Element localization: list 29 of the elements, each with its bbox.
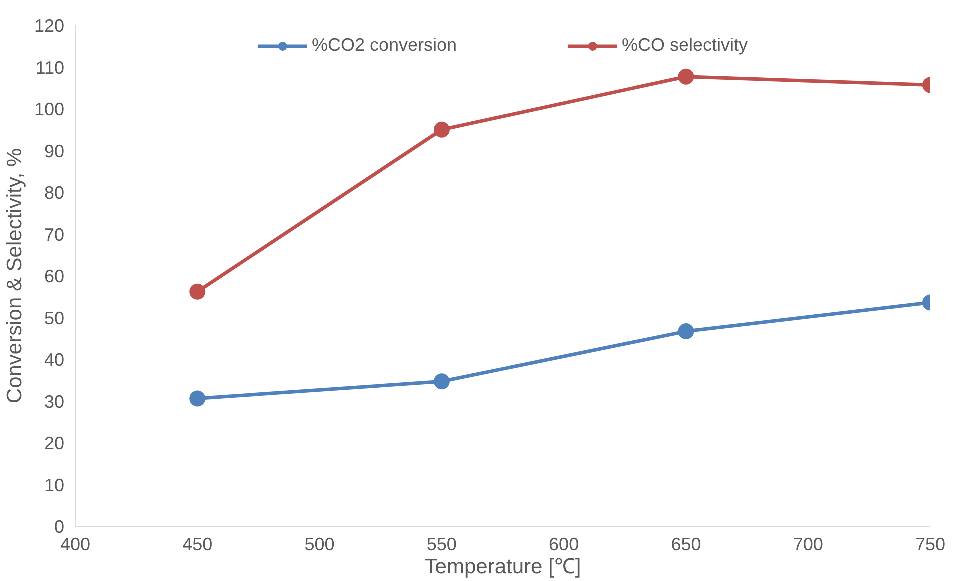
y-tick-label: 20	[44, 434, 65, 454]
x-tick-label: 600	[549, 534, 580, 554]
y-tick-label: 50	[44, 308, 65, 328]
point	[190, 390, 206, 407]
y-tick-label: 0	[54, 517, 65, 537]
y-tick-label: 120	[34, 16, 65, 36]
y-tick-label: 100	[34, 100, 65, 120]
x-axis-title: Temperature [℃]	[424, 556, 582, 578]
y-tick-label: 10	[44, 475, 65, 496]
y-tick-label: 60	[44, 266, 65, 286]
point	[190, 284, 206, 300]
point	[434, 374, 450, 390]
x-tick-label: 550	[426, 534, 457, 554]
y-tick-label: 80	[44, 183, 65, 203]
x-tick-label: 700	[793, 534, 824, 554]
y-tick-label: 110	[36, 58, 65, 78]
legend-label: %CO2 conversion	[312, 35, 458, 56]
x-tick-label: 750	[915, 534, 946, 554]
x-tick-label: 650	[671, 534, 702, 554]
point	[434, 122, 450, 138]
x-tick-label: 400	[60, 534, 91, 554]
x-tick-label: 500	[304, 534, 335, 554]
y-tick-label: 30	[44, 392, 65, 412]
y-tick-label: 70	[44, 224, 65, 245]
y-tick-label: 90	[44, 141, 65, 162]
y-axis-title: Conversion & Selectivity, %	[3, 148, 26, 404]
x-tick-label: 450	[182, 534, 213, 554]
y-tick-label: 40	[44, 350, 65, 370]
legend-label: %CO selectivity	[622, 35, 748, 56]
